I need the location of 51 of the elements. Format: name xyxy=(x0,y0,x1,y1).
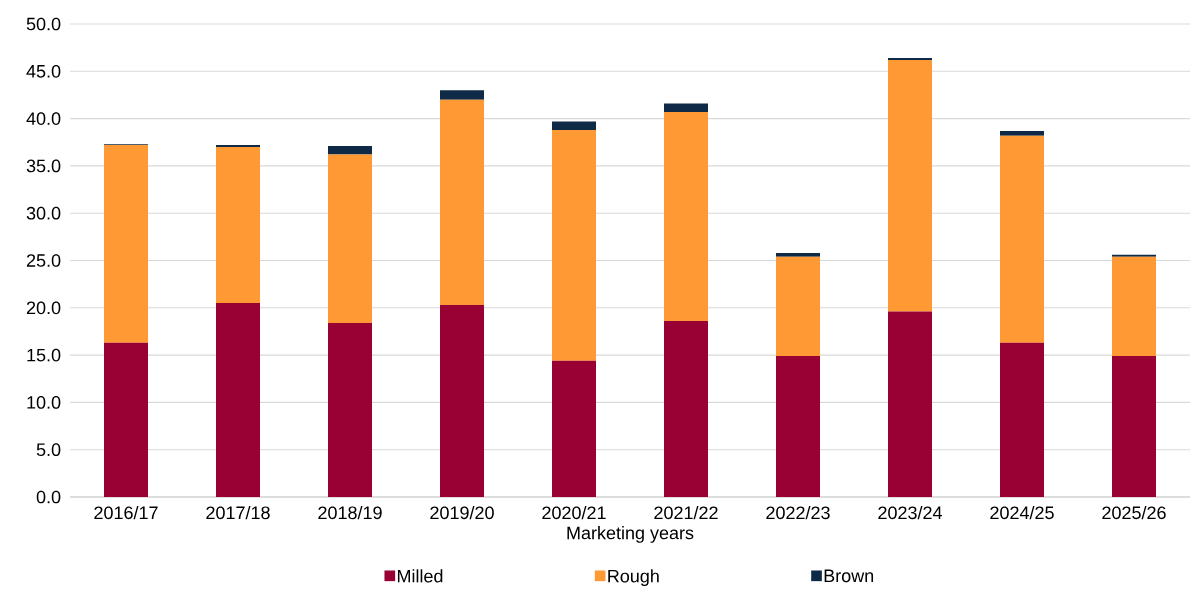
bar xyxy=(1000,342,1045,497)
x-tick-label: 2016/17 xyxy=(94,505,158,520)
y-tick-label: 40.0 xyxy=(26,112,61,125)
bar xyxy=(1000,135,1045,343)
y-tick-label: 50.0 xyxy=(26,17,61,31)
bar xyxy=(776,356,821,497)
bar xyxy=(1112,256,1157,357)
bar xyxy=(664,321,708,497)
x-axis-title: Marketing years xyxy=(567,526,694,543)
bar xyxy=(776,256,821,357)
bar xyxy=(216,303,261,497)
bar xyxy=(776,252,821,257)
bar xyxy=(1000,130,1045,136)
y-tick-label: 10.0 xyxy=(27,396,61,409)
bar xyxy=(888,311,933,497)
x-tick-label: 2021/22 xyxy=(654,505,718,520)
x-tick-label: 2017/18 xyxy=(206,505,270,520)
bar xyxy=(440,99,485,305)
bar xyxy=(552,360,596,497)
x-tick-label: 2022/23 xyxy=(766,505,830,520)
bar xyxy=(552,121,596,130)
bar xyxy=(888,59,933,312)
x-tick-label: 2020/21 xyxy=(542,505,606,520)
legend-label: Brown xyxy=(824,569,874,583)
bar xyxy=(104,342,149,497)
y-tick-label: 20.0 xyxy=(26,301,61,315)
x-tick-label: 2024/25 xyxy=(990,505,1054,520)
y-tick-label: 25.0 xyxy=(26,254,61,267)
bar xyxy=(440,304,485,497)
x-tick-label: 2025/26 xyxy=(1102,505,1166,520)
bar xyxy=(664,103,708,112)
bar xyxy=(552,129,596,361)
x-tick-label: 2023/24 xyxy=(878,505,943,520)
x-tick-label: 2018/19 xyxy=(318,505,382,520)
y-tick-label: 35.0 xyxy=(26,159,61,173)
bar xyxy=(664,111,708,322)
bar xyxy=(104,145,149,343)
legend-label: Milled xyxy=(397,569,443,583)
y-tick-label: 15.0 xyxy=(27,348,61,362)
bar xyxy=(216,146,261,304)
x-tick-label: 2019/20 xyxy=(430,505,494,520)
bar xyxy=(440,90,485,100)
y-tick-label: 30.0 xyxy=(26,206,61,220)
y-tick-label: 0.0 xyxy=(36,490,61,504)
bar xyxy=(328,322,373,497)
legend-label: Rough xyxy=(608,569,659,587)
bar xyxy=(1112,356,1157,497)
y-tick-label: 5.0 xyxy=(36,443,61,457)
bar xyxy=(328,154,373,323)
y-tick-label: 45.0 xyxy=(26,64,61,78)
bar xyxy=(328,146,373,155)
